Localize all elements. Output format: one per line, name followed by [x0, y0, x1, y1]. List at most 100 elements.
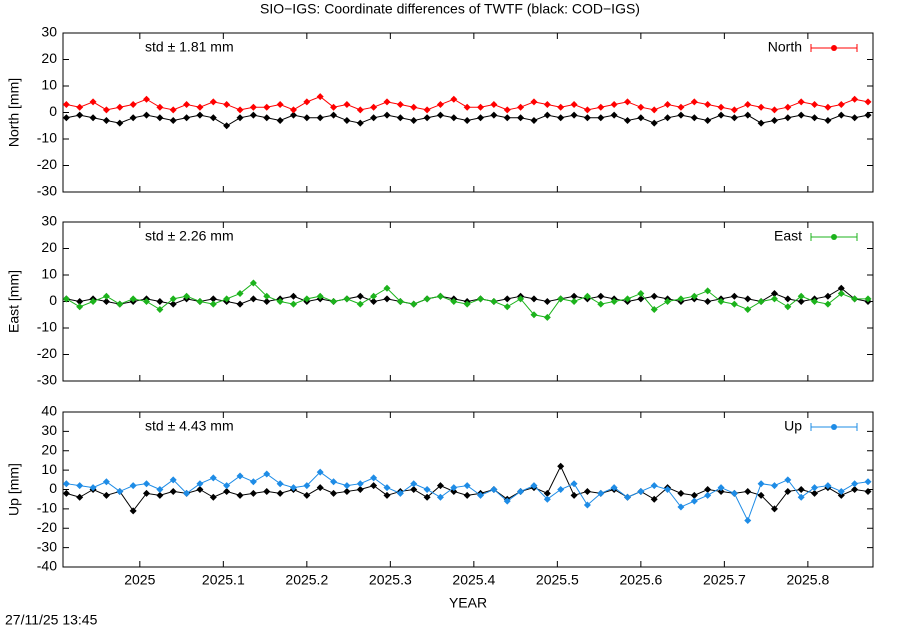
x-tick-label: 2025.7 — [703, 572, 746, 588]
data-point — [129, 114, 137, 122]
data-point — [864, 478, 872, 486]
data-point — [89, 298, 97, 305]
data-point — [784, 303, 792, 311]
data-point — [517, 295, 525, 303]
data-point — [757, 298, 765, 305]
data-point — [169, 487, 177, 495]
x-tick-label: 2025.5 — [536, 572, 579, 588]
y-tick-label: 30 — [41, 422, 57, 438]
data-point — [530, 116, 538, 124]
data-point — [503, 106, 511, 114]
data-point — [183, 292, 191, 300]
data-point — [102, 292, 110, 300]
data-point — [811, 298, 819, 305]
data-point — [717, 484, 725, 492]
y-tick-label: 10 — [41, 266, 57, 282]
data-point — [436, 493, 444, 501]
data-point — [623, 295, 631, 303]
data-point — [436, 101, 444, 109]
data-point — [570, 480, 578, 488]
legend-symbol — [831, 45, 837, 51]
data-point — [76, 111, 84, 119]
y-tick-label: 30 — [41, 213, 57, 229]
data-point — [851, 480, 859, 488]
data-point — [236, 114, 244, 122]
data-point — [463, 103, 471, 111]
data-point — [236, 290, 244, 298]
data-point — [343, 487, 351, 495]
annotation: std ± 2.26 mm — [145, 228, 234, 244]
data-point — [410, 116, 418, 124]
data-point — [717, 298, 725, 305]
data-point — [303, 98, 311, 106]
y-axis-label: Up [mm] — [6, 463, 22, 516]
data-point — [129, 507, 137, 515]
data-point — [450, 298, 458, 305]
data-point — [102, 106, 110, 114]
data-point — [249, 489, 257, 497]
data-point — [730, 114, 738, 122]
data-point — [517, 487, 525, 495]
plot-frame — [62, 32, 874, 193]
data-point — [196, 480, 204, 488]
x-tick-label: 2025.1 — [202, 572, 245, 588]
data-point — [730, 489, 738, 497]
data-point — [824, 103, 832, 111]
x-tick-label: 2025.3 — [369, 572, 412, 588]
data-point — [730, 292, 738, 300]
y-tick-label: -20 — [37, 156, 57, 172]
data-point — [276, 489, 284, 497]
data-point — [677, 503, 685, 511]
data-point — [276, 101, 284, 109]
data-point — [864, 295, 872, 303]
data-point — [517, 103, 525, 111]
data-point — [143, 480, 151, 488]
data-point — [370, 292, 378, 300]
data-point — [530, 295, 538, 303]
data-point — [143, 489, 151, 497]
data-point — [463, 300, 471, 308]
data-point — [784, 295, 792, 303]
data-point — [423, 486, 431, 493]
data-point — [744, 295, 752, 303]
data-point — [490, 298, 498, 305]
x-tick-label: 2025 — [124, 572, 155, 588]
data-point — [450, 487, 458, 495]
data-point — [717, 487, 725, 495]
data-point — [490, 486, 498, 493]
y-tick-label: -20 — [37, 345, 57, 361]
data-point — [410, 103, 418, 111]
data-point — [583, 114, 591, 122]
data-point — [410, 486, 418, 493]
data-point — [570, 101, 578, 109]
data-point — [677, 489, 685, 497]
data-point — [517, 114, 525, 122]
data-point — [436, 292, 444, 300]
data-point — [249, 279, 257, 287]
data-point — [797, 292, 805, 300]
y-tick-label: 0 — [49, 480, 57, 496]
y-tick-label: 20 — [41, 441, 57, 457]
data-point — [436, 111, 444, 119]
data-point — [744, 487, 752, 495]
data-point — [623, 98, 631, 106]
data-point — [664, 114, 672, 122]
data-point — [784, 103, 792, 111]
data-point — [543, 111, 551, 119]
data-point — [543, 489, 551, 497]
data-point — [129, 482, 137, 490]
data-point — [503, 295, 511, 303]
data-point — [503, 303, 511, 311]
data-point — [690, 497, 698, 505]
data-point — [209, 98, 217, 106]
data-point — [263, 103, 271, 111]
data-point — [637, 295, 645, 303]
data-point — [557, 295, 565, 303]
data-point — [383, 491, 391, 499]
data-point — [650, 482, 658, 490]
data-point — [129, 295, 137, 303]
data-point — [343, 295, 351, 303]
data-point — [677, 295, 685, 303]
data-point — [623, 493, 631, 501]
data-point — [770, 106, 778, 114]
